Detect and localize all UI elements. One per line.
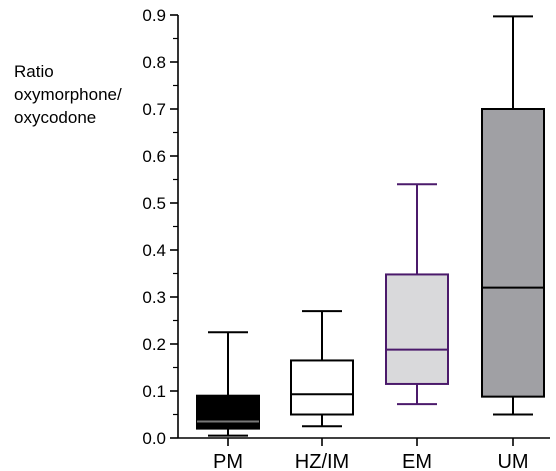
y-tick-label: 0.9: [142, 6, 166, 25]
box-em: [385, 273, 449, 385]
x-category-label: HZ/IM: [295, 451, 349, 471]
y-tick-label: 0.5: [142, 194, 166, 213]
y-tick-label: 0.2: [142, 335, 166, 354]
y-tick-label: 0.4: [142, 241, 166, 260]
y-axis-label-line-3: oxycodone: [14, 108, 97, 127]
y-tick-label: 0.0: [142, 429, 166, 448]
y-tick-label: 0.6: [142, 147, 166, 166]
box-pm: [196, 394, 260, 430]
y-tick-label: 0.1: [142, 382, 166, 401]
x-category-label: UM: [497, 451, 528, 471]
box-um: [481, 108, 545, 398]
y-axis-label-line-2: oxymorphone/: [14, 85, 122, 104]
y-axis-label-line-1: Ratio: [14, 62, 54, 81]
x-category-label: PM: [213, 451, 243, 471]
y-tick-label: 0.7: [142, 100, 166, 119]
y-tick-label: 0.8: [142, 53, 166, 72]
y-axis-label: Ratio oxymorphone/ oxycodone: [14, 60, 122, 129]
y-tick-label: 0.3: [142, 288, 166, 307]
x-category-label: EM: [402, 451, 432, 471]
box-hz-im: [290, 359, 354, 416]
